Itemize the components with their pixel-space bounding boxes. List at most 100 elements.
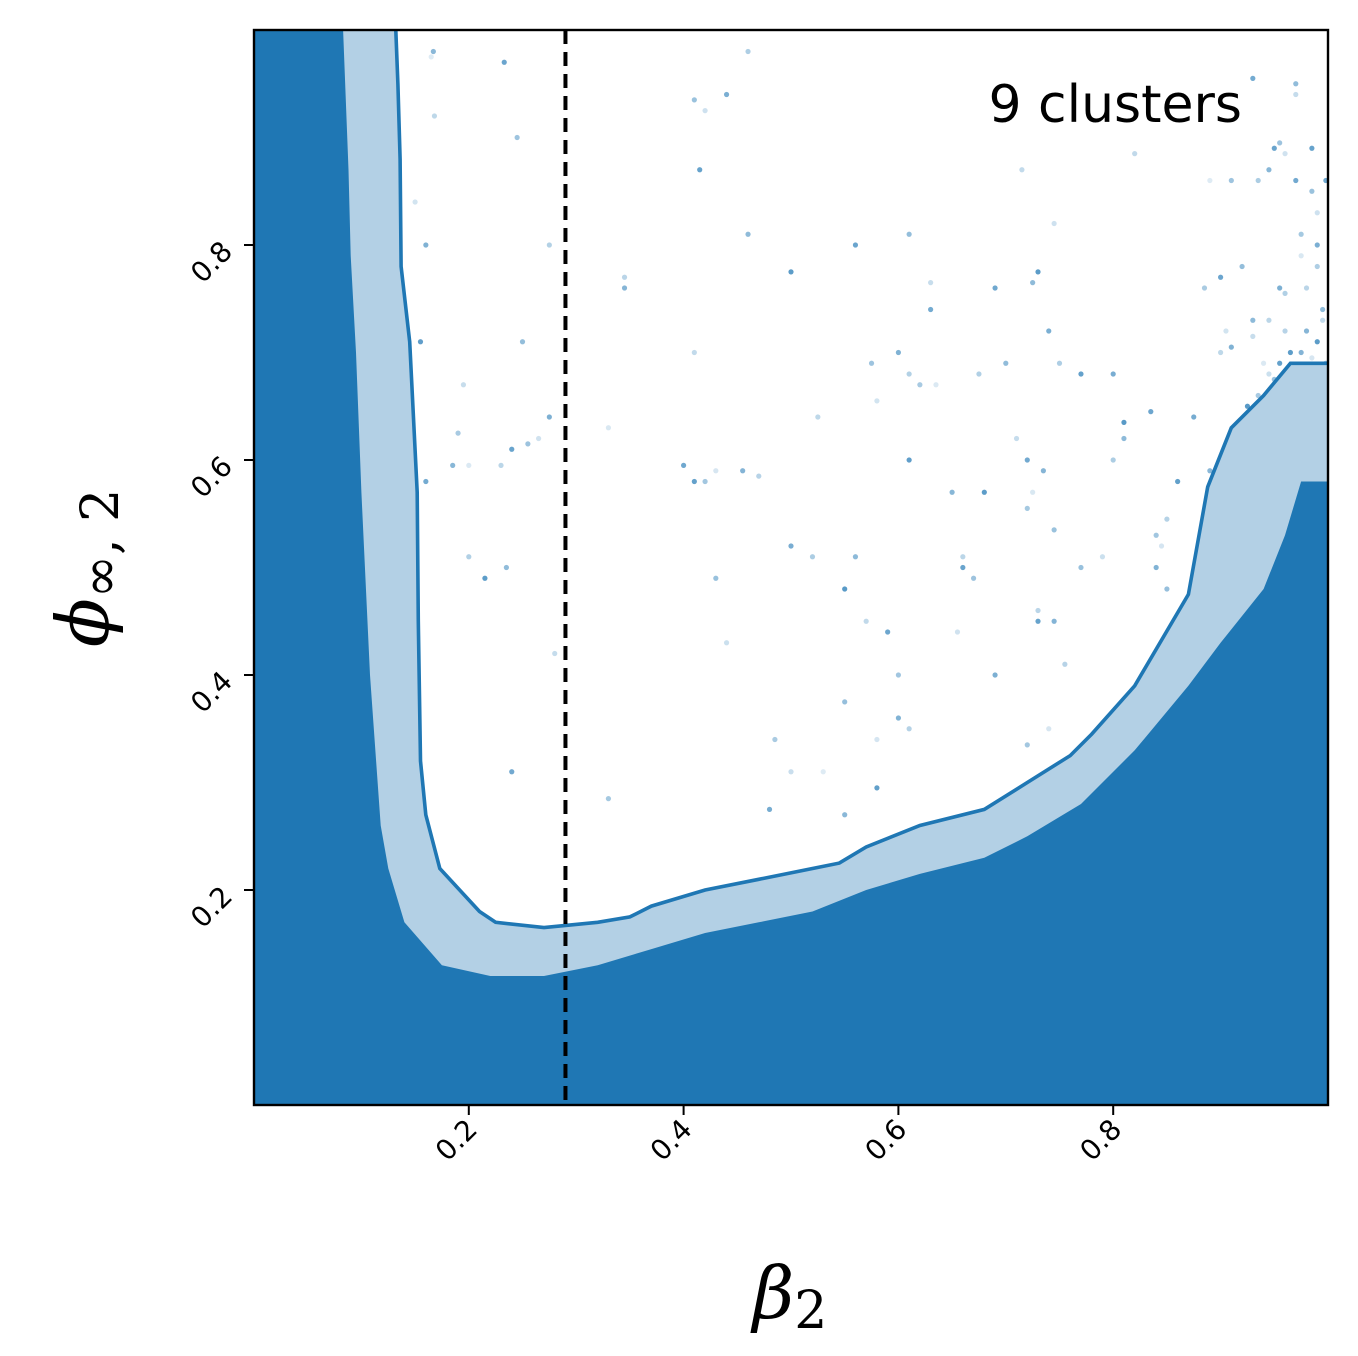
scatter-point (1035, 607, 1041, 614)
scatter-point (1175, 478, 1181, 485)
scatter-points (412, 48, 1328, 818)
scatter-point (621, 274, 628, 280)
scatter-point (1164, 516, 1170, 522)
scatter-point (1207, 468, 1213, 474)
scatter-point (1314, 263, 1320, 270)
scatter-point (525, 441, 531, 447)
scatter-point (1266, 167, 1272, 173)
scatter-point (702, 478, 708, 485)
scatter-point (1277, 360, 1283, 366)
scatter-point (431, 113, 438, 119)
scatter-point (992, 285, 998, 291)
scatter-point (992, 672, 998, 678)
scatter-point (1255, 177, 1261, 184)
scatter-point (868, 360, 875, 366)
scatter-point (788, 769, 794, 775)
scatter-point (1019, 167, 1025, 173)
scatter-point (1201, 285, 1208, 291)
scatter-point (1293, 81, 1299, 87)
scatter-point (1309, 355, 1315, 361)
scatter-point (546, 242, 552, 248)
scatter-point (895, 672, 902, 678)
scatter-point (1303, 285, 1310, 291)
scatter-point (713, 468, 719, 474)
scatter-point (1309, 188, 1315, 194)
scatter-point (1013, 435, 1020, 442)
scatter-point (1293, 177, 1299, 184)
scatter-point (874, 785, 880, 791)
scatter-point (1287, 349, 1294, 356)
scatter-point (1191, 414, 1197, 420)
scatter-point (1244, 403, 1251, 409)
scatter-point (788, 269, 794, 275)
x-axis-label-main: β (750, 1251, 795, 1335)
scatter-point (1110, 371, 1116, 377)
scatter-point (1320, 317, 1326, 323)
x-axis-label-sub: 2 (794, 1281, 827, 1341)
scatter-point (842, 812, 848, 818)
scatter-point (1298, 349, 1304, 356)
scatter-point (1051, 220, 1057, 227)
scatter-point (740, 468, 746, 474)
scatter-point (412, 199, 418, 205)
scatter-point (1164, 586, 1170, 592)
scatter-point (1110, 457, 1116, 463)
scatter-point (981, 489, 987, 495)
scatter-point (1303, 328, 1310, 334)
y-axis-label-sub: ∞, 2 (71, 489, 131, 598)
scatter-point (842, 586, 848, 592)
scatter-point (423, 242, 429, 248)
scatter-point (1078, 564, 1084, 571)
scatter-point (681, 462, 687, 468)
scatter-point (874, 736, 880, 743)
scatter-point (874, 398, 880, 404)
scatter-point (976, 371, 982, 377)
scatter-point (501, 59, 507, 65)
scatter-point (815, 414, 821, 420)
scatter-point (1024, 742, 1030, 748)
scatter-point (1239, 263, 1245, 270)
scatter-point (766, 806, 773, 812)
scatter-point (1158, 543, 1165, 549)
scatter-point (1046, 726, 1052, 732)
scatter-point (1035, 618, 1041, 624)
scatter-point (460, 382, 467, 388)
scatter-point (1051, 618, 1057, 624)
scatter-point (1207, 177, 1213, 184)
scatter-point (514, 134, 520, 141)
scatter-point (1250, 333, 1256, 339)
scatter-point (466, 462, 472, 468)
scatter-point (503, 564, 509, 571)
scatter-point (713, 575, 719, 581)
scatter-point (691, 349, 697, 356)
scatter-point (509, 769, 515, 775)
scatter-point (1228, 177, 1234, 184)
scatter-point (1218, 274, 1224, 280)
scatter-point (605, 796, 612, 802)
scatter-point (1062, 661, 1068, 667)
scatter-point (1078, 371, 1084, 377)
scatter-point (1266, 317, 1272, 323)
scatter-point (723, 91, 730, 98)
scatter-point (906, 231, 912, 237)
scatter-point (1277, 140, 1283, 146)
scatter-point (933, 382, 939, 388)
scatter-point (1298, 253, 1304, 259)
scatter-point (546, 414, 552, 420)
scatter-point (417, 339, 424, 345)
y-axis-label: ϕ∞, 2 (41, 489, 131, 648)
scatter-point (1035, 269, 1041, 275)
scatter-point (621, 285, 628, 291)
scatter-point (1266, 371, 1272, 377)
scatter-point (928, 280, 934, 286)
scatter-point (691, 97, 697, 103)
scatter-point (756, 473, 762, 479)
scatter-point (1024, 457, 1030, 463)
scatter-point (954, 629, 961, 635)
scatter-point (820, 769, 826, 775)
scatter-point (1277, 285, 1283, 291)
scatter-point (1223, 328, 1229, 334)
scatter-point (863, 618, 869, 624)
scatter-point (519, 339, 526, 345)
scatter-point (1282, 151, 1288, 157)
